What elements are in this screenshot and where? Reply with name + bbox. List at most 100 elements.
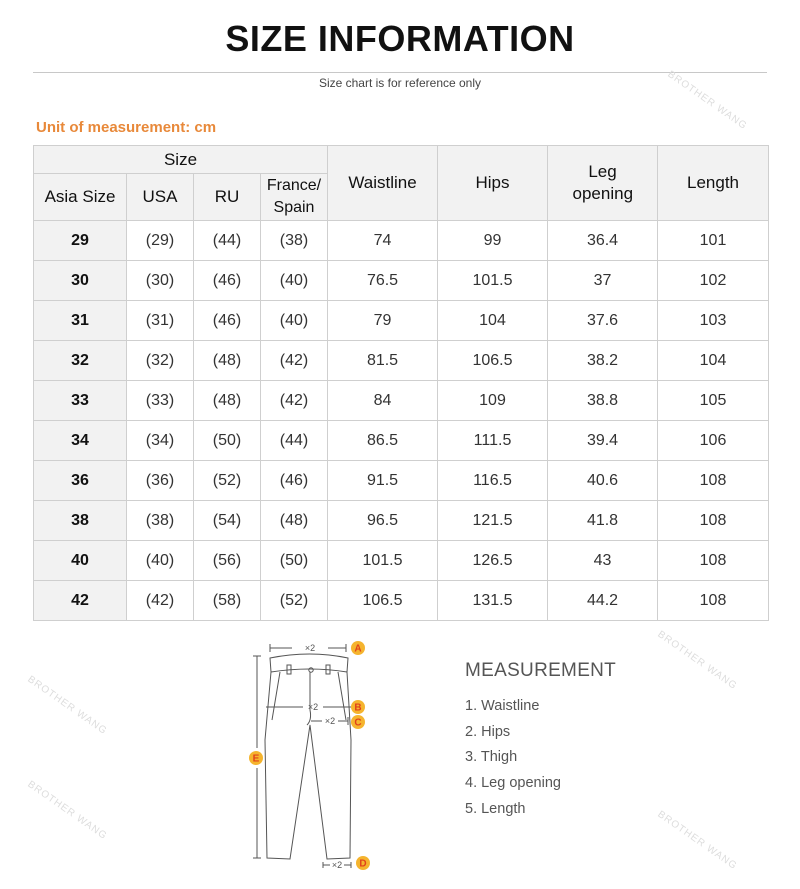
table-cell: 104 (437, 300, 549, 341)
multiplier-b: ×2 (308, 702, 318, 712)
table-cell: 30 (33, 260, 127, 301)
measurement-item: 2. Hips (465, 723, 511, 740)
table-cell: 131.5 (437, 580, 549, 621)
table-cell: (42) (259, 340, 329, 381)
marker-badge (249, 751, 263, 765)
table-cell: (33) (126, 380, 194, 421)
table-cell: (36) (126, 460, 194, 501)
table-cell: 39.4 (547, 420, 659, 461)
table-cell: 34 (33, 420, 127, 461)
table-cell: 101 (657, 220, 770, 261)
marker-label: E (253, 754, 260, 765)
marker-label: A (354, 644, 361, 655)
table-cell: (58) (193, 580, 261, 621)
watermark: BROTHER WANG (655, 808, 740, 873)
divider (33, 72, 767, 73)
table-cell: 79 (327, 300, 439, 341)
table-cell: 41.8 (547, 500, 659, 541)
header-asia-size: Asia Size (33, 173, 127, 221)
table-cell: 106.5 (437, 340, 549, 381)
table-cell: 104 (657, 340, 770, 381)
table-cell: (56) (193, 540, 261, 581)
header-leg-opening-label: Leg opening (572, 162, 634, 203)
table-cell: (50) (193, 420, 261, 461)
table-cell: 37 (547, 260, 659, 301)
table-cell: 109 (437, 380, 549, 421)
table-cell: 84 (327, 380, 439, 421)
table-cell: 126.5 (437, 540, 549, 581)
table-cell: (52) (193, 460, 261, 501)
table-row: 31 (31) (46) (40) 79 104 37.6 103 (33, 300, 770, 341)
table-row: 34 (34) (50) (44) 86.5 111.5 39.4 106 (33, 420, 770, 461)
table-cell: 96.5 (327, 500, 439, 541)
table-cell: (32) (126, 340, 194, 381)
table-cell: (48) (193, 380, 261, 421)
table-row: 32 (32) (48) (42) 81.5 106.5 38.2 104 (33, 340, 770, 381)
dimension-a (269, 644, 347, 652)
measurement-title: MEASUREMENT (465, 660, 617, 681)
measurement-item: 3. Thigh (465, 749, 518, 766)
table-cell: 111.5 (437, 420, 549, 461)
table-cell: (44) (259, 420, 329, 461)
header-hips: Hips (437, 145, 549, 221)
table-cell: (54) (193, 500, 261, 541)
table-cell: (40) (259, 300, 329, 341)
marker-badge (351, 700, 365, 714)
table-row: 30 (30) (46) (40) 76.5 101.5 37 102 (33, 260, 770, 301)
table-cell: (44) (193, 220, 261, 261)
table-cell: 31 (33, 300, 127, 341)
table-cell: (46) (193, 260, 261, 301)
header-france-spain-label: France/ Spain (266, 177, 322, 216)
watermark: BROTHER WANG (25, 673, 110, 738)
table-cell: 37.6 (547, 300, 659, 341)
page-title: SIZE INFORMATION (225, 18, 575, 59)
table-cell: (29) (126, 220, 194, 261)
table-cell: 42 (33, 580, 127, 621)
multiplier-a: ×2 (305, 643, 315, 653)
table-cell: 36.4 (547, 220, 659, 261)
dimension-c (311, 717, 349, 725)
marker-label: C (354, 718, 361, 729)
multiplier-d: ×2 (332, 860, 342, 870)
unit-label: Unit of measurement: cm (36, 119, 217, 136)
table-row: 33 (33) (48) (42) 84 109 38.8 105 (33, 380, 770, 421)
table-cell: (42) (126, 580, 194, 621)
marker-badge (351, 715, 365, 729)
table-cell: 32 (33, 340, 127, 381)
table-row: 42 (42) (58) (52) 106.5 131.5 44.2 108 (33, 580, 770, 621)
header-ru: RU (193, 173, 261, 221)
table-cell: 121.5 (437, 500, 549, 541)
pants-diagram: ×2 ×2 ×2 ×2 A BC D E (249, 641, 370, 870)
marker-badge (356, 856, 370, 870)
header-length: Length (657, 145, 770, 221)
table-cell: (40) (126, 540, 194, 581)
table-cell: (31) (126, 300, 194, 341)
table-cell: 33 (33, 380, 127, 421)
table-cell: (40) (259, 260, 329, 301)
measurement-item: 5. Length (465, 800, 526, 817)
table-cell: 38.2 (547, 340, 659, 381)
table-cell: 102 (657, 260, 770, 301)
table-cell: 91.5 (327, 460, 439, 501)
table-cell: (38) (259, 220, 329, 261)
header-waistline: Waistline (327, 145, 439, 221)
header-leg-opening: Leg opening (547, 145, 659, 221)
table-cell: 116.5 (437, 460, 549, 501)
table-row: 38 (38) (54) (48) 96.5 121.5 41.8 108 (33, 500, 770, 541)
table-cell: (38) (126, 500, 194, 541)
table-cell: 108 (657, 460, 770, 501)
dimension-e (253, 655, 261, 859)
table-cell: (48) (193, 340, 261, 381)
dimension-d (322, 862, 352, 868)
table-cell: 101.5 (327, 540, 439, 581)
table-cell: 44.2 (547, 580, 659, 621)
table-cell: (42) (259, 380, 329, 421)
table-cell: 103 (657, 300, 770, 341)
table-cell: 74 (327, 220, 439, 261)
header-france-spain: France/ Spain (259, 173, 329, 221)
marker-label: D (359, 859, 366, 870)
watermark: BROTHER WANG (25, 778, 110, 843)
table-cell: (30) (126, 260, 194, 301)
measurement-list: 1. Waistline 2. Hips 3. Thigh 4. Leg ope… (465, 698, 561, 826)
table-cell: (52) (259, 580, 329, 621)
